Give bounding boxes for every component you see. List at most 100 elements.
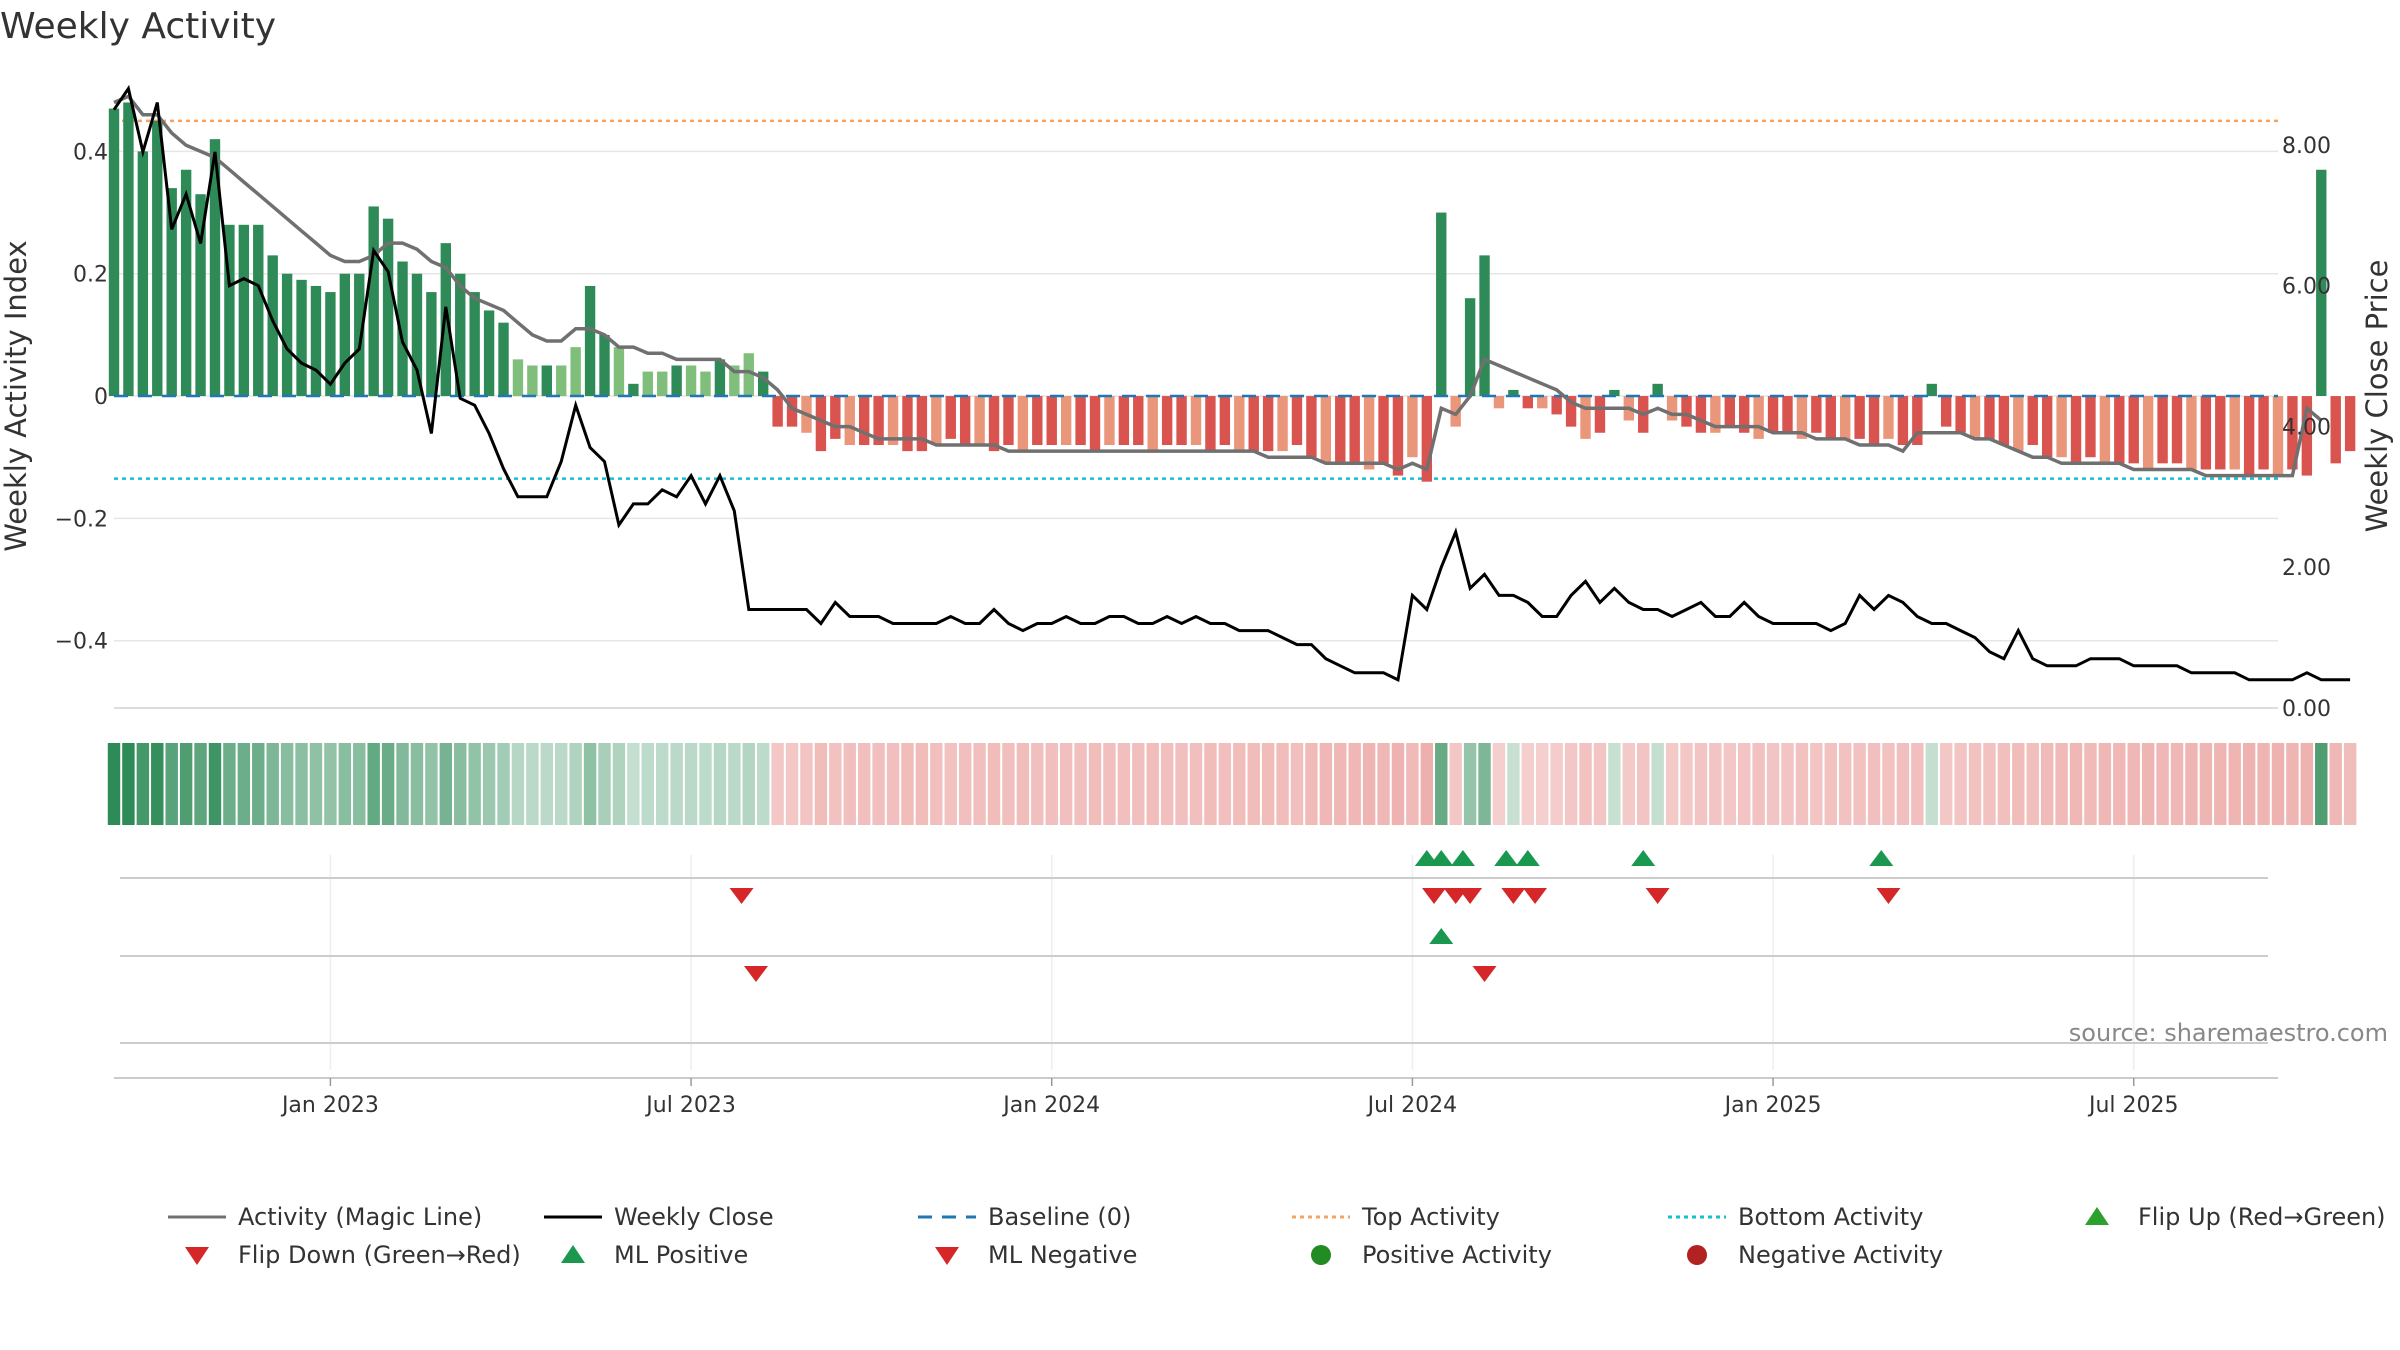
activity-bar: [1926, 383, 1937, 397]
activity-bar: [1825, 396, 1836, 439]
activity-bar: [123, 102, 134, 397]
heat-cell: [2315, 743, 2328, 825]
activity-bar: [1710, 396, 1721, 433]
heat-cell: [2199, 743, 2213, 825]
heat-cell: [1795, 743, 1809, 825]
heat-cell: [482, 743, 496, 825]
heat-cell: [165, 743, 178, 825]
triangle-up-marker: [1631, 850, 1656, 866]
activity-bar: [2056, 396, 2067, 458]
legend-label: Flip Up (Red→Green): [2138, 1203, 2386, 1231]
heat-cell: [526, 743, 539, 825]
activity-bar: [267, 255, 278, 397]
activity-bar: [2070, 396, 2082, 464]
activity-bar: [426, 292, 437, 397]
activity-bar: [195, 194, 206, 397]
heat-cell: [1377, 743, 1390, 825]
activity-bar: [108, 108, 120, 397]
legend-item: Baseline (0): [918, 1203, 1131, 1231]
activity-bar: [1306, 396, 1317, 458]
source-text: source: sharemaestro.com: [2069, 1019, 2388, 1047]
activity-bar: [1032, 396, 1043, 445]
activity-bar: [152, 120, 163, 397]
heat-cell: [1463, 743, 1477, 825]
heat-cell: [309, 743, 323, 825]
heat-cell: [1521, 743, 1535, 825]
activity-bar: [1003, 396, 1014, 445]
activity-bar: [1349, 396, 1360, 464]
activity-bar: [411, 273, 423, 397]
triangle-down-marker: [1501, 888, 1526, 904]
heat-cell: [944, 743, 957, 825]
heat-cell: [151, 743, 164, 825]
activity-bar: [1320, 396, 1332, 464]
x-tick-label: Jul 2024: [1366, 1093, 1458, 1118]
activity-bar: [1739, 396, 1750, 433]
heat-cell: [1117, 743, 1131, 825]
activity-bar: [2215, 396, 2226, 470]
heat-cell: [713, 743, 727, 825]
activity-bar: [1176, 396, 1187, 445]
triangle-up-marker: [1429, 850, 1454, 866]
heat-cell: [1334, 743, 1347, 825]
activity-heat-strip: [107, 743, 2357, 825]
activity-bar: [1089, 396, 1101, 452]
heat-cell: [540, 743, 554, 825]
right-tick-label: 0.00: [2282, 697, 2331, 722]
heat-cell: [742, 743, 755, 825]
activity-bar: [1969, 396, 1981, 439]
legend-item: Activity (Magic Line): [168, 1203, 482, 1231]
heat-cell: [1651, 743, 1664, 825]
activity-bar: [974, 396, 985, 445]
heat-cell: [1160, 743, 1174, 825]
legend-item: Flip Down (Green→Red): [185, 1241, 521, 1269]
legend-circle-icon: [1311, 1245, 1331, 1265]
heat-cell: [872, 743, 885, 825]
heat-cell: [843, 743, 856, 825]
heat-cell: [1348, 743, 1361, 825]
activity-bar: [556, 365, 567, 397]
activity-bar: [1998, 396, 2010, 445]
heat-cell: [1593, 743, 1607, 825]
triangle-up-marker: [1494, 850, 1519, 866]
activity-bar: [2142, 396, 2154, 470]
heat-cell: [1406, 743, 1419, 825]
activity-bar: [224, 224, 235, 397]
activity-bar: [1840, 396, 1851, 439]
heat-cell: [829, 743, 842, 825]
heat-cell: [1103, 743, 1116, 825]
heat-cell: [684, 743, 698, 825]
heat-cell: [454, 743, 467, 825]
activity-bar: [2229, 396, 2240, 470]
heat-cell: [2170, 743, 2184, 825]
heat-cell: [1233, 743, 1246, 825]
triangle-down-marker: [743, 966, 768, 982]
activity-bar: [1075, 396, 1086, 445]
heat-cell: [237, 743, 251, 825]
activity-bar: [483, 310, 495, 397]
activity-bar: [1753, 396, 1764, 439]
heat-cell: [1290, 743, 1304, 825]
activity-bar: [339, 273, 351, 397]
heat-cell: [915, 743, 929, 825]
activity-bar: [2157, 396, 2168, 464]
heat-cell: [1911, 743, 1924, 825]
activity-bar: [1219, 396, 1231, 445]
heat-cell: [511, 743, 525, 825]
activity-bar: [1017, 396, 1029, 452]
activity-bar: [1940, 396, 1952, 427]
legend-item: Flip Up (Red→Green): [2085, 1203, 2386, 1231]
activity-bar: [786, 396, 798, 427]
activity-bar: [2114, 396, 2125, 464]
heat-cell: [1954, 743, 1967, 825]
heat-cell: [1435, 743, 1448, 825]
activity-bar: [988, 396, 1000, 452]
activity-bar: [1695, 396, 1707, 433]
legend-triangle-up-icon: [2085, 1207, 2109, 1225]
heat-cell: [627, 743, 640, 825]
legend-label: Negative Activity: [1738, 1241, 1943, 1269]
activity-bar: [931, 396, 942, 445]
activity-bar: [758, 371, 769, 397]
activity-bar: [1104, 396, 1115, 445]
